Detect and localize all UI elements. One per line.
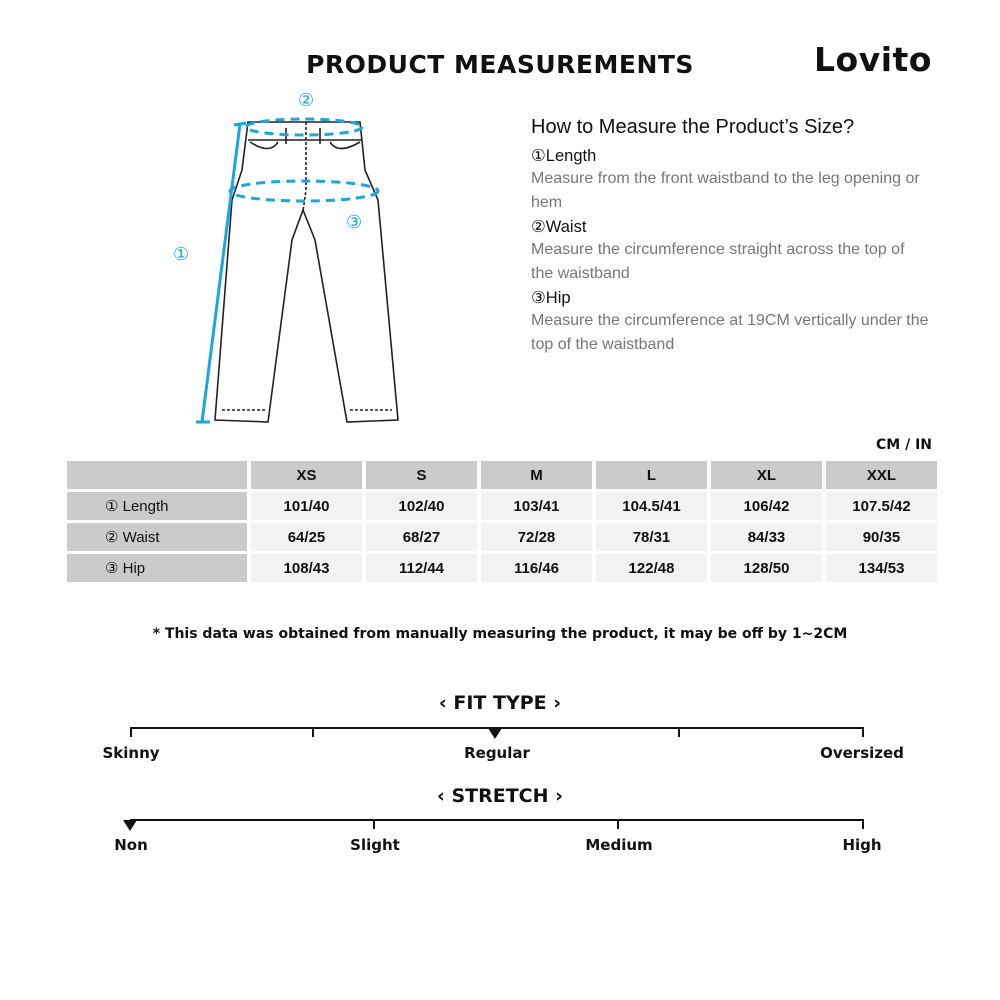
stretch-scale — [130, 819, 864, 821]
length-marker: ① — [173, 244, 189, 265]
table-corner — [67, 461, 247, 489]
stretch-label-slight: Slight — [350, 836, 400, 854]
measurement-note: * This data was obtained from manually m… — [152, 626, 848, 642]
table-cell: 68/27 — [366, 523, 477, 551]
fit-tick — [862, 727, 864, 737]
stretch-tick — [862, 819, 864, 829]
table-cell: 102/40 — [366, 492, 477, 520]
table-cell: 108/43 — [251, 554, 362, 582]
size-header: L — [596, 461, 707, 489]
measure-instructions: How to Measure the Product’s Size? ①Leng… — [531, 116, 931, 358]
row-label: ③ Hip — [67, 554, 247, 582]
hip-desc: Measure the circumference at 19CM vertic… — [531, 312, 929, 353]
fit-label-oversized: Oversized — [820, 744, 904, 762]
table-cell: 104.5/41 — [596, 492, 707, 520]
table-cell: 107.5/42 — [826, 492, 937, 520]
size-header: S — [366, 461, 477, 489]
stretch-label-high: High — [842, 836, 882, 854]
size-header: XXL — [826, 461, 937, 489]
table-cell: 90/35 — [826, 523, 937, 551]
waist-marker: ② — [298, 90, 314, 111]
table-cell: 122/48 — [596, 554, 707, 582]
table-cell: 112/44 — [366, 554, 477, 582]
size-header: M — [481, 461, 592, 489]
hip-label: ③Hip — [531, 289, 571, 307]
length-desc: Measure from the front waistband to the … — [531, 170, 920, 211]
waist-label: ②Waist — [531, 218, 587, 236]
table-cell: 84/33 — [711, 523, 822, 551]
stretch-tick — [373, 819, 375, 829]
table-cell: 64/25 — [251, 523, 362, 551]
stretch-title: ‹ STRETCH › — [437, 785, 563, 807]
hip-marker: ③ — [346, 212, 362, 233]
size-header: XL — [711, 461, 822, 489]
fit-label-regular: Regular — [464, 744, 530, 762]
table-cell: 106/42 — [711, 492, 822, 520]
fit-tick — [678, 727, 680, 737]
waist-desc: Measure the circumference straight acros… — [531, 241, 905, 282]
table-cell: 101/40 — [251, 492, 362, 520]
fit-pointer-icon — [488, 728, 502, 739]
fit-tick — [130, 727, 132, 737]
table-cell: 134/53 — [826, 554, 937, 582]
table-cell: 103/41 — [481, 492, 592, 520]
stretch-label-medium: Medium — [585, 836, 653, 854]
table-cell: 116/46 — [481, 554, 592, 582]
stretch-pointer-icon — [123, 820, 137, 831]
table-cell: 72/28 — [481, 523, 592, 551]
size-header: XS — [251, 461, 362, 489]
brand-logo: Lovito — [814, 40, 932, 79]
unit-label: CM / IN — [876, 437, 932, 453]
stretch-tick — [617, 819, 619, 829]
fit-label-skinny: Skinny — [102, 744, 160, 762]
row-label: ① Length — [67, 492, 247, 520]
page-title: PRODUCT MEASUREMENTS — [306, 50, 694, 79]
table-cell: 128/50 — [711, 554, 822, 582]
table-cell: 78/31 — [596, 523, 707, 551]
fit-tick — [312, 727, 314, 737]
stretch-label-non: Non — [114, 836, 148, 854]
instructions-heading: How to Measure the Product’s Size? — [531, 116, 855, 138]
row-label: ② Waist — [67, 523, 247, 551]
fit-type-title: ‹ FIT TYPE › — [438, 692, 562, 714]
size-table: XS S M L XL XXL ① Length 101/40 102/40 103/41 104.… — [67, 461, 937, 582]
length-label: ①Length — [531, 147, 597, 165]
pants-diagram: ② ③ ① — [173, 90, 399, 424]
